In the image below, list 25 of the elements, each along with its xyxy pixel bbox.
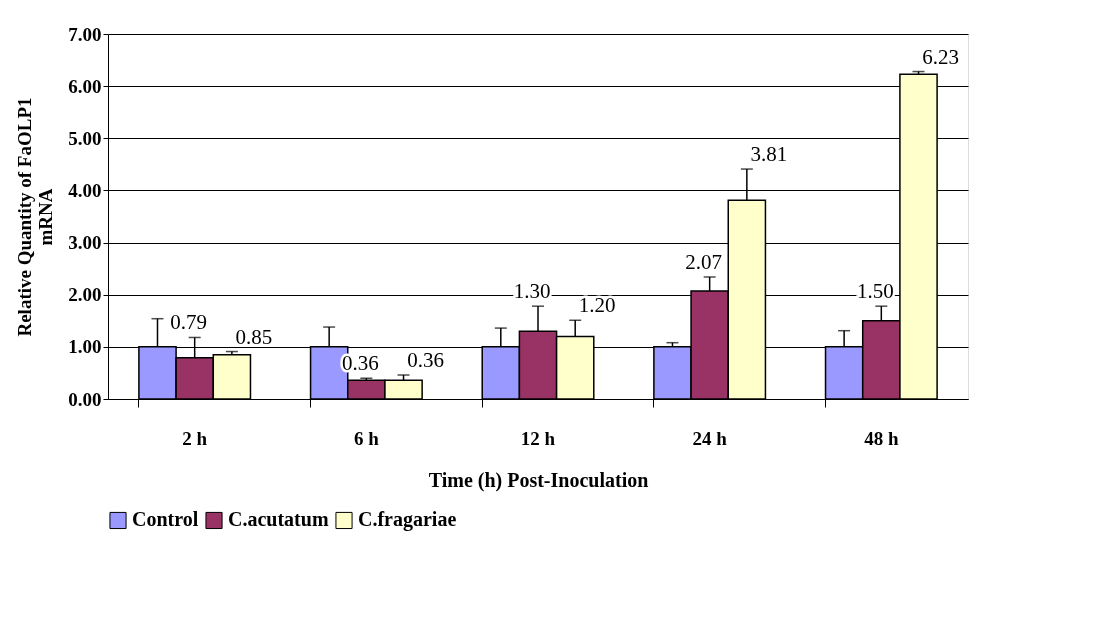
x-axis-title: Time (h) Post-Inoculation bbox=[428, 468, 649, 492]
legend-label: C.acutatum bbox=[228, 508, 329, 531]
x-tick-label: 6 h bbox=[353, 427, 380, 449]
data-label: 3.81 bbox=[750, 142, 788, 167]
y-tick-label: 3.00 bbox=[68, 232, 102, 254]
x-tick-label: 48 h bbox=[864, 427, 899, 449]
y-tick-label: 7.00 bbox=[68, 23, 102, 45]
data-label: 2.07 bbox=[685, 249, 723, 274]
data-label: 0.79 bbox=[170, 310, 208, 335]
y-tick-label: 4.00 bbox=[68, 179, 102, 201]
x-tick-label: 24 h bbox=[692, 427, 728, 449]
data-label: 0.36 bbox=[407, 348, 444, 373]
y-tick-label: 6.00 bbox=[68, 75, 102, 97]
y-tick-label: 0.00 bbox=[68, 388, 102, 410]
data-label: 6.23 bbox=[922, 44, 959, 69]
legend-label: C.fragariae bbox=[358, 508, 457, 532]
x-tick-label: 12 h bbox=[520, 427, 556, 449]
y-axis-title: Relative Quantity of FaOLP1 mRNA bbox=[14, 97, 57, 337]
data-label: 0.85 bbox=[235, 324, 273, 349]
x-tick-label: 2 h bbox=[182, 427, 208, 449]
y-tick-label: 2.00 bbox=[68, 284, 102, 306]
legend-label: Control bbox=[132, 508, 199, 531]
data-label: 1.20 bbox=[578, 293, 616, 318]
y-tick-label: 1.00 bbox=[68, 336, 102, 358]
y-tick-label: 5.00 bbox=[68, 127, 102, 149]
